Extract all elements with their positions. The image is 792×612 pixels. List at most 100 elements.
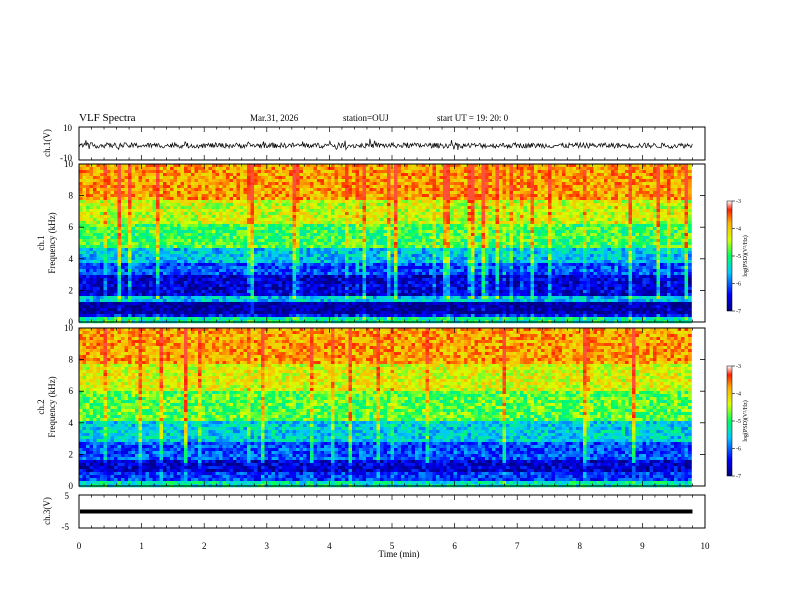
spectrogram-cell — [299, 242, 304, 246]
spectrogram-cell — [152, 203, 157, 207]
spectrogram-cell — [341, 266, 346, 270]
spectrogram-cell — [317, 302, 321, 306]
spectrogram-cell — [397, 188, 402, 192]
spectrogram-cell — [173, 269, 178, 273]
spectrogram-cell — [103, 305, 108, 309]
spectrogram-cell — [226, 245, 230, 249]
spectrogram-cell — [310, 188, 314, 192]
spectrogram-cell — [187, 299, 192, 303]
spectrogram-cell — [96, 245, 101, 249]
spectrogram-cell — [138, 314, 143, 318]
spectrogram-cell — [334, 284, 339, 288]
spectrogram-cell — [208, 284, 213, 288]
spectrogram-cell — [170, 224, 174, 228]
spectrogram-cell — [359, 188, 363, 192]
spectrogram-cell — [156, 212, 160, 216]
spectrogram-cell — [142, 179, 146, 183]
spectrogram-cell — [257, 227, 262, 231]
spectrogram-cell — [320, 278, 325, 282]
spectrogram-cell — [240, 254, 244, 258]
spectrogram-cell — [366, 242, 370, 246]
spectrogram-cell — [282, 206, 286, 210]
spectrogram-cell — [142, 188, 146, 192]
spectrogram-cell — [264, 242, 269, 246]
spectrogram-cell — [124, 224, 129, 228]
spectrogram-cell — [394, 227, 398, 231]
spectrogram-cell — [103, 170, 108, 174]
spectrogram-cell — [131, 299, 136, 303]
spectrogram-cell — [205, 305, 209, 309]
spectrogram-cell — [100, 281, 104, 285]
spectrogram-cell — [110, 311, 115, 315]
spectrogram-cell — [135, 239, 139, 243]
spectrogram-cell — [345, 272, 349, 276]
spectrogram-cell — [219, 206, 223, 210]
spectrogram-cell — [268, 191, 272, 195]
spectrogram-cell — [180, 218, 185, 222]
spectrogram-cell — [145, 254, 150, 258]
spectrogram-cell — [208, 269, 213, 273]
spectrogram-cell — [82, 209, 87, 213]
spectrogram-cell — [100, 200, 104, 204]
spectrogram-cell — [380, 254, 384, 258]
spectrogram-cell — [313, 227, 318, 231]
spectrogram-cell — [285, 263, 290, 267]
spectrogram-cell — [282, 299, 286, 303]
spectrogram-cell — [261, 206, 265, 210]
spectrogram-cell — [201, 188, 206, 192]
spectrogram-cell — [177, 188, 181, 192]
spectrogram-cell — [194, 236, 199, 240]
spectrogram-cell — [121, 206, 125, 210]
spectrogram-cell — [334, 248, 339, 252]
spectrogram-cell — [250, 254, 255, 258]
spectrogram-cell — [289, 293, 293, 297]
spectrogram-cell — [170, 269, 174, 273]
spectrogram-cell — [243, 284, 248, 288]
spectrogram-cell — [163, 311, 167, 315]
spectrogram-cell — [247, 164, 251, 168]
spectrogram-cell — [243, 218, 248, 222]
spectrogram-cell — [282, 188, 286, 192]
spectrogram-cell — [128, 296, 132, 300]
spectrogram-cell — [215, 224, 220, 228]
spectrogram-cell — [131, 236, 136, 240]
spectrogram-cell — [376, 230, 381, 234]
spectrogram-cell — [362, 200, 367, 204]
spectrogram-cell — [355, 281, 360, 285]
spectrogram-cell — [145, 236, 150, 240]
spectrogram-cell — [355, 254, 360, 258]
spectrogram-cell — [100, 302, 104, 306]
spectrogram-cell — [359, 221, 363, 225]
spectrogram-cell — [247, 233, 251, 237]
spectrogram-cell — [327, 200, 332, 204]
spectrogram-cell — [212, 236, 216, 240]
spectrogram-cell — [289, 194, 293, 198]
spectrogram-cell — [250, 305, 255, 309]
spectrogram-cell — [82, 194, 87, 198]
spectrogram-cell — [128, 212, 132, 216]
spectrogram-cell — [292, 245, 297, 249]
spectrogram-cell — [107, 233, 111, 237]
spectrogram-cell — [170, 230, 174, 234]
spectrogram-cell — [205, 275, 209, 279]
spectrogram-cell — [149, 305, 153, 309]
spectrogram-cell — [324, 185, 328, 189]
spectrogram-cell — [124, 233, 129, 237]
spectrogram-cell — [334, 296, 339, 300]
spectrogram-cell — [96, 290, 101, 294]
spectrogram-cell — [198, 281, 202, 285]
spectrogram-cell — [180, 245, 185, 249]
spectrogram-cell — [348, 206, 353, 210]
spectrogram-cell — [159, 275, 164, 279]
spectrogram-cell — [163, 191, 167, 195]
spectrogram-cell — [387, 269, 391, 273]
spectrogram-cell — [240, 227, 244, 231]
spectrogram-cell — [264, 257, 269, 261]
spectrogram-cell — [163, 278, 167, 282]
spectrogram-cell — [324, 173, 328, 177]
spectrogram-cell — [121, 239, 125, 243]
spectrogram-cell — [327, 296, 332, 300]
spectrogram-cell — [222, 176, 227, 180]
spectrogram-cell — [89, 224, 94, 228]
spectrogram-cell — [348, 224, 353, 228]
